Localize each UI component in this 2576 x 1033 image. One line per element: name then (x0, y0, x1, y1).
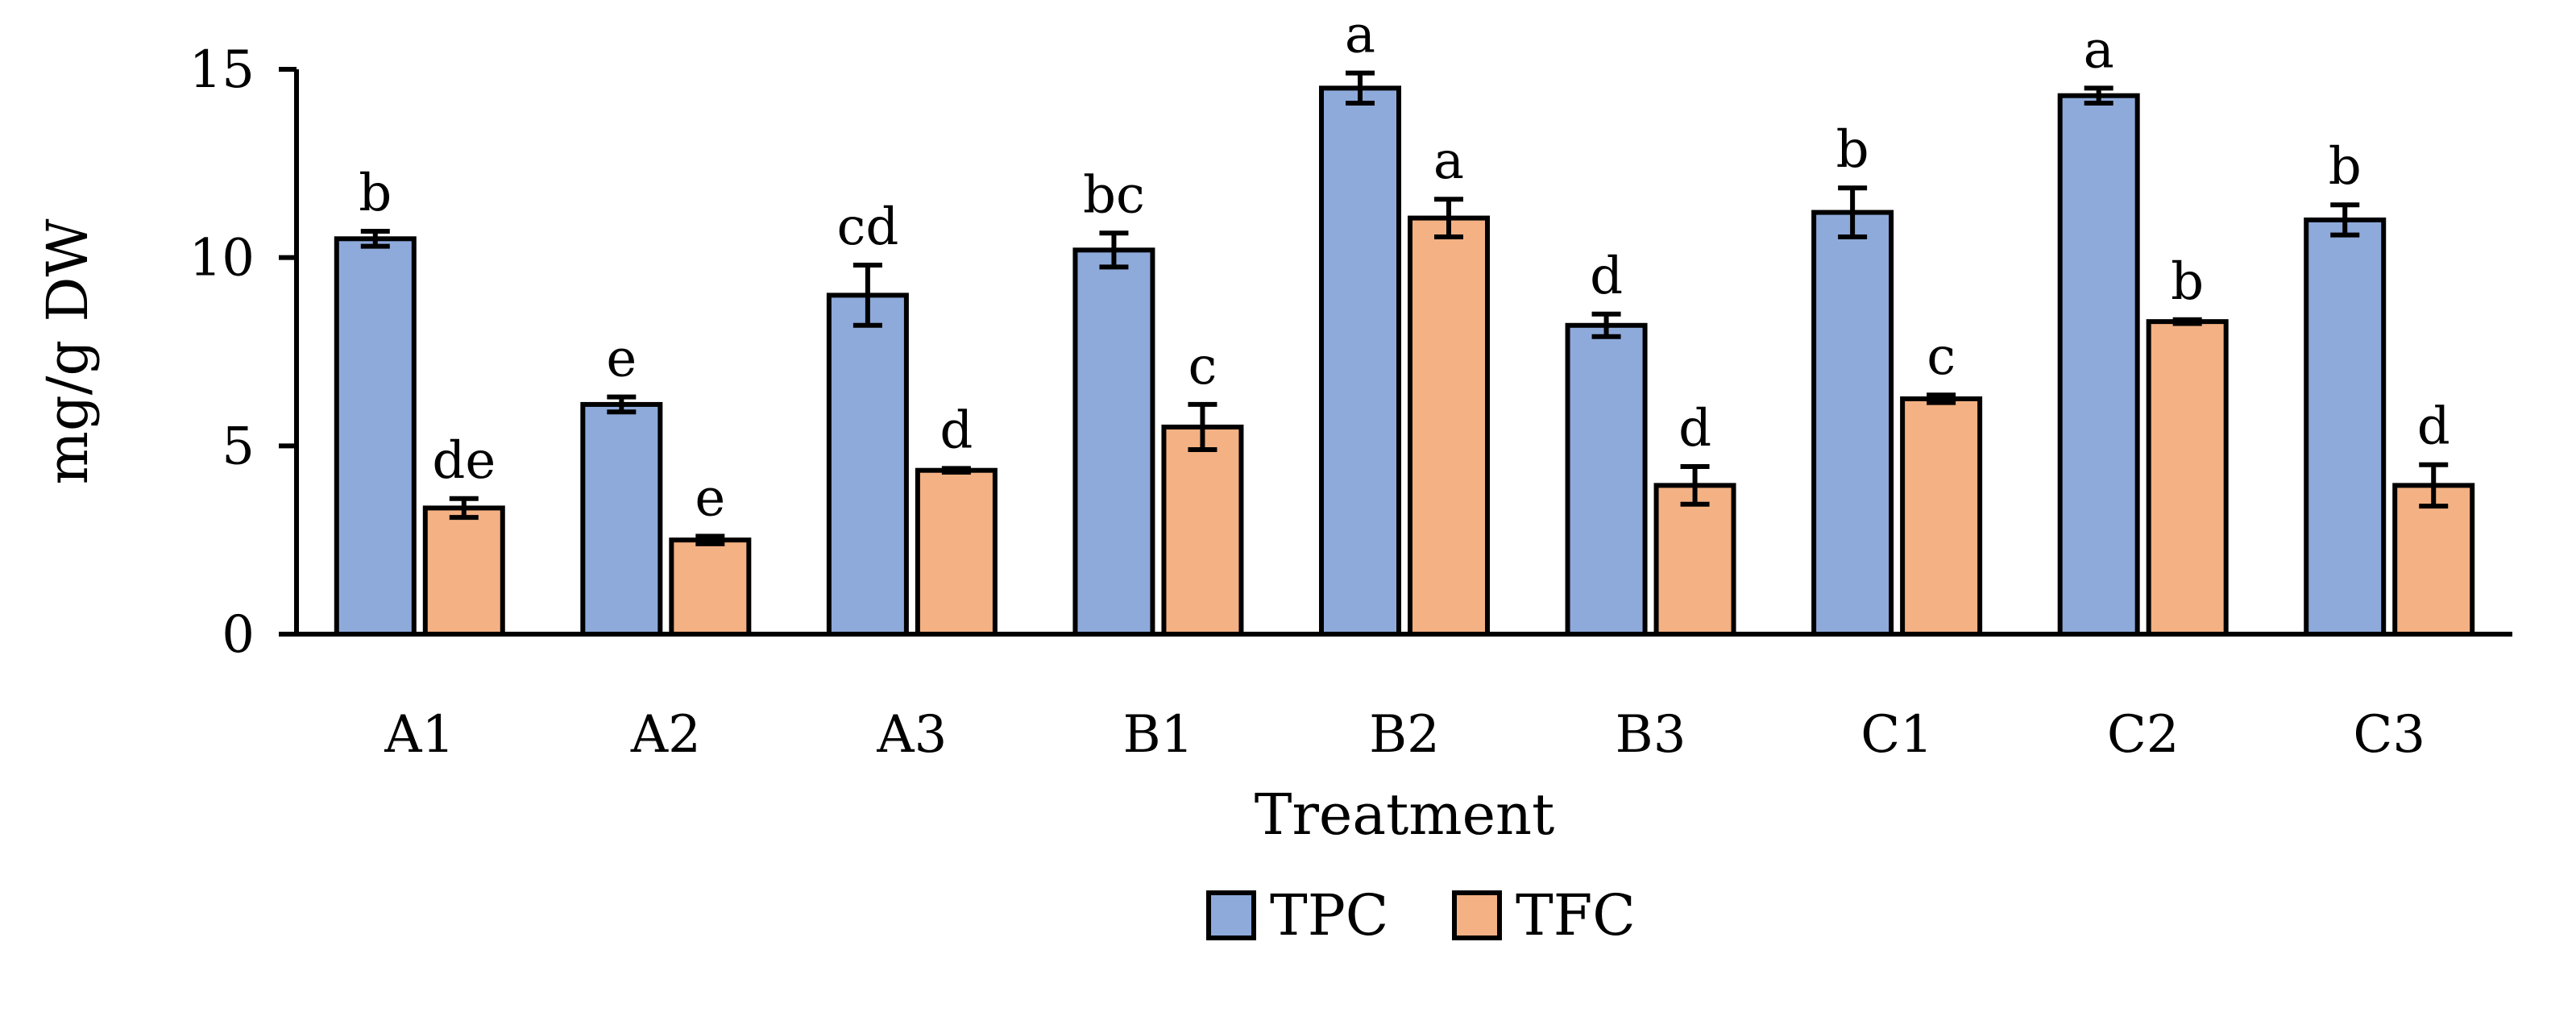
error-bar-tpc-a2 (607, 394, 637, 415)
y-tick-label: 0 (222, 605, 255, 665)
error-bar-tpc-a1 (360, 228, 390, 249)
x-tick-labels-layer: A1 A2 A3 B1 B2 B3 C1 C2 C3 (384, 705, 2425, 765)
bar-tfc-b1 (1161, 424, 1244, 637)
bar-tpc-a3 (826, 292, 909, 637)
legend-item-tpc: TPC (1206, 882, 1388, 948)
axes-layer (279, 69, 2512, 637)
y-ticks-layer: 0 5 10 15 (189, 40, 297, 665)
error-bar-tpc-c2 (2084, 85, 2113, 106)
legend-label: TFC (1516, 882, 1636, 948)
y-tick-label: 5 (222, 417, 255, 476)
legend-item-tfc: TFC (1452, 882, 1636, 948)
error-bar-tpc-b1 (1099, 230, 1129, 270)
significance-label: e (695, 468, 725, 528)
x-tick-label: B3 (1616, 705, 1686, 765)
y-tick-label: 10 (189, 229, 255, 288)
significance-label: a (1433, 131, 1464, 191)
significance-label: d (1590, 247, 1623, 306)
error-bar-tfc-c1 (1927, 392, 1956, 405)
x-tick-label: C3 (2353, 705, 2425, 765)
x-axis-title: Treatment (1255, 782, 1554, 848)
bar-tfc-c1 (1900, 396, 1983, 637)
error-bar-tpc-b3 (1591, 311, 1621, 339)
y-tick-label: 15 (189, 40, 255, 100)
error-bar-tpc-a3 (852, 263, 882, 328)
error-bar-tfc-b3 (1680, 464, 1710, 507)
significance-label: a (2084, 20, 2114, 80)
significance-label: d (2417, 397, 2450, 457)
x-tick-label: A1 (384, 705, 454, 765)
significance-label: bc (1083, 165, 1145, 225)
error-bar-tpc-b2 (1346, 70, 1375, 106)
error-bar-tfc-c3 (2419, 462, 2449, 509)
bar-tfc-a2 (669, 537, 752, 637)
significance-label: de (432, 431, 496, 491)
bar-tfc-b3 (1653, 483, 1736, 637)
significance-label: cd (836, 197, 898, 257)
x-tick-label: A2 (630, 705, 701, 765)
legend: TPC TFC (1206, 882, 1636, 948)
bar-tfc-c2 (2146, 319, 2229, 637)
significance-label: d (1678, 399, 1711, 458)
legend-swatch (1206, 890, 1256, 940)
significance-label: b (359, 164, 392, 223)
significance-label: b (1836, 120, 1869, 180)
error-bar-tfc-a2 (695, 533, 725, 546)
error-bar-tfc-a3 (941, 466, 971, 475)
bar-tpc-b3 (1565, 322, 1648, 637)
bar-tpc-a1 (334, 236, 417, 637)
legend-swatch (1452, 890, 1502, 940)
error-bar-tfc-a1 (449, 496, 479, 521)
y-axis-title: mg/g DW (35, 218, 101, 484)
bar-tfc-b2 (1408, 215, 1490, 637)
error-bar-tpc-c1 (1838, 185, 1868, 239)
error-bar-tfc-c2 (2172, 317, 2202, 326)
significance-label: d (940, 400, 973, 460)
significance-label: e (606, 330, 637, 389)
error-bar-tfc-b2 (1434, 197, 1463, 239)
x-tick-label: C1 (1860, 705, 1933, 765)
significance-label: b (2329, 137, 2362, 197)
error-bar-tfc-b1 (1188, 401, 1217, 453)
x-tick-label: B2 (1369, 705, 1440, 765)
bar-tfc-a1 (422, 505, 505, 637)
legend-label: TPC (1270, 882, 1388, 948)
bar-tfc-a3 (915, 467, 998, 637)
bar-tpc-a2 (580, 401, 663, 637)
significance-label: b (2171, 252, 2204, 312)
significance-label: c (1188, 337, 1217, 396)
bar-tpc-c2 (2057, 93, 2140, 637)
error-bars-layer (360, 70, 2449, 546)
bar-tpc-c3 (2304, 217, 2387, 637)
bar-tpc-b1 (1072, 247, 1155, 637)
bar-tpc-b2 (1319, 85, 1401, 637)
significance-label: c (1927, 327, 1956, 387)
x-tick-label: C2 (2107, 705, 2180, 765)
bar-tpc-c1 (1811, 210, 1894, 637)
x-tick-label: B1 (1123, 705, 1194, 765)
error-bar-tpc-c3 (2330, 202, 2360, 238)
x-tick-label: A3 (876, 705, 947, 765)
bars-layer (334, 85, 2475, 637)
significance-label: a (1345, 6, 1375, 65)
